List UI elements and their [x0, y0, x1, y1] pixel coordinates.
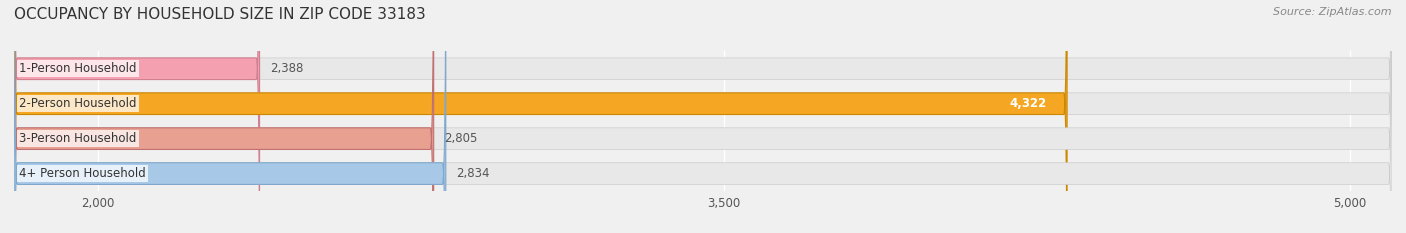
- Text: Source: ZipAtlas.com: Source: ZipAtlas.com: [1274, 7, 1392, 17]
- FancyBboxPatch shape: [14, 0, 433, 233]
- FancyBboxPatch shape: [14, 0, 1392, 233]
- Text: 1-Person Household: 1-Person Household: [20, 62, 136, 75]
- Text: 4,322: 4,322: [1010, 97, 1046, 110]
- Text: 2,834: 2,834: [456, 167, 489, 180]
- FancyBboxPatch shape: [14, 0, 1392, 233]
- FancyBboxPatch shape: [14, 0, 446, 233]
- Text: 2,805: 2,805: [444, 132, 478, 145]
- FancyBboxPatch shape: [14, 0, 1392, 233]
- Text: 3-Person Household: 3-Person Household: [20, 132, 136, 145]
- FancyBboxPatch shape: [14, 0, 1067, 233]
- Text: 2,388: 2,388: [270, 62, 304, 75]
- Text: OCCUPANCY BY HOUSEHOLD SIZE IN ZIP CODE 33183: OCCUPANCY BY HOUSEHOLD SIZE IN ZIP CODE …: [14, 7, 426, 22]
- FancyBboxPatch shape: [14, 0, 1392, 233]
- FancyBboxPatch shape: [14, 0, 260, 233]
- Text: 4+ Person Household: 4+ Person Household: [20, 167, 146, 180]
- Text: 2-Person Household: 2-Person Household: [20, 97, 136, 110]
